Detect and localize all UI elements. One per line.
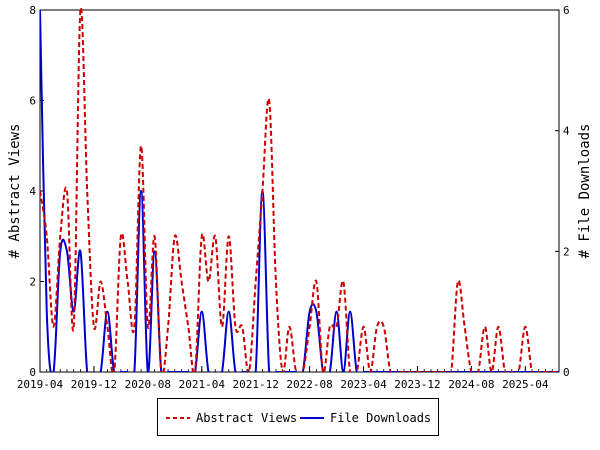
x-tick-label: 2022-08: [286, 378, 332, 391]
x-tick-label: 2019-12: [71, 378, 117, 391]
x-tick-label: 2024-08: [448, 378, 494, 391]
right-tick-label: 2: [563, 245, 570, 258]
left-tick-label: 0: [29, 366, 36, 379]
right-tick-label: 6: [563, 4, 570, 17]
series-line-file-downloads: [40, 9, 559, 372]
right-tick-label: 4: [563, 125, 570, 138]
x-tick-label: 2023-04: [340, 378, 387, 391]
right-axis-title: # File Downloads: [577, 124, 593, 259]
left-tick-label: 8: [29, 4, 36, 17]
x-tick-label: 2021-12: [233, 378, 279, 391]
legend-label-file-downloads: File Downloads: [330, 411, 432, 425]
left-axis-ticks: 0 2 4 6 8: [29, 4, 44, 379]
x-tick-label: 2019-04: [17, 378, 64, 391]
x-tick-label: 2021-04: [179, 378, 226, 391]
legend-item-file-downloads: File Downloads: [300, 411, 431, 425]
x-tick-label: 2020-08: [125, 378, 171, 391]
x-axis-ticks: 2019-04 2019-12 2020-08 2021-04 2021-12 2022-…: [17, 366, 560, 391]
left-tick-label: 4: [29, 185, 36, 198]
legend: Abstract Views File Downloads: [157, 398, 439, 436]
right-axis-ticks: 0 2 4 6: [555, 4, 570, 379]
x-tick-label: 2023-12: [394, 378, 440, 391]
legend-swatch-abstract-views: [166, 417, 190, 419]
x-tick-label: 2025-04: [502, 378, 549, 391]
legend-label-abstract-views: Abstract Views: [196, 411, 298, 425]
left-tick-label: 2: [29, 276, 36, 289]
series-layer: [40, 8, 559, 372]
legend-item-abstract-views: Abstract Views: [166, 411, 297, 425]
series-line-abstract-views: [40, 8, 559, 372]
left-tick-label: 6: [29, 95, 36, 108]
legend-swatch-file-downloads: [300, 417, 324, 419]
left-axis-title: # Abstract Views: [7, 124, 23, 259]
right-tick-label: 0: [563, 366, 570, 379]
